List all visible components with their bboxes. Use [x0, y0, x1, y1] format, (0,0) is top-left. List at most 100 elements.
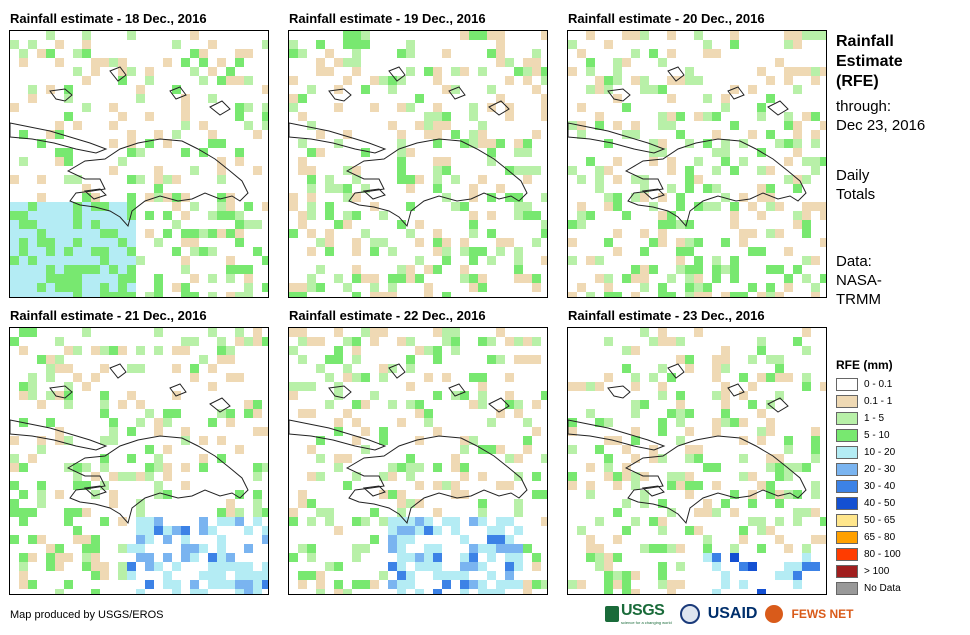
rainfall-cell [442, 238, 451, 247]
rainfall-cell [352, 40, 361, 49]
rainfall-cell [757, 247, 766, 256]
rainfall-cell [388, 490, 397, 499]
rainfall-cell [514, 553, 523, 562]
rainfall-cell [586, 256, 595, 265]
rainfall-cell [451, 328, 460, 337]
rainfall-cell [766, 130, 775, 139]
rainfall-cell [496, 58, 505, 67]
rainfall-cell [118, 544, 127, 553]
rainfall-cell [595, 76, 604, 85]
rainfall-cell [811, 202, 820, 211]
rainfall-cell [109, 103, 118, 112]
rainfall-cell [289, 346, 298, 355]
rainfall-cell [568, 445, 577, 454]
rainfall-cell [631, 373, 640, 382]
rainfall-cell [145, 517, 154, 526]
rainfall-cell [397, 274, 406, 283]
rainfall-cell [442, 580, 451, 589]
rainfall-cell [226, 508, 235, 517]
rainfall-cell [82, 238, 91, 247]
rainfall-cell [46, 211, 55, 220]
rainfall-cell [289, 508, 298, 517]
rainfall-cell [595, 85, 604, 94]
rainfall-cell [712, 202, 721, 211]
legend-label: 5 - 10 [864, 430, 890, 441]
rainfall-cell [109, 292, 118, 297]
rainfall-cell [10, 436, 19, 445]
rainfall-cell [316, 364, 325, 373]
rainfall-cell [613, 472, 622, 481]
rainfall-cell [514, 148, 523, 157]
rainfall-cell [82, 508, 91, 517]
rainfall-cell [91, 589, 100, 594]
rainfall-cell [181, 112, 190, 121]
rainfall-cell [505, 544, 514, 553]
rainfall-cell [100, 409, 109, 418]
legend-swatch [836, 463, 858, 476]
rainfall-cell [370, 337, 379, 346]
rainfall-cell [73, 220, 82, 229]
rainfall-cell [622, 103, 631, 112]
rainfall-cell [208, 571, 217, 580]
rainfall-cell [235, 148, 244, 157]
legend-label: 0 - 0.1 [864, 379, 893, 390]
rainfall-cell [784, 283, 793, 292]
rainfall-cell [28, 211, 37, 220]
rainfall-cell [451, 571, 460, 580]
rainfall-cell [145, 229, 154, 238]
rainfall-cell [262, 256, 268, 265]
rainfall-cell [46, 238, 55, 247]
rainfall-cell [334, 139, 343, 148]
rainfall-cell [766, 292, 775, 297]
rainfall-cell [163, 571, 172, 580]
rainfall-cell [802, 112, 811, 121]
rainfall-cell [91, 265, 100, 274]
rainfall-cell [208, 562, 217, 571]
legend-item: 5 - 10 [836, 427, 901, 444]
coastline [169, 86, 187, 100]
rainfall-cell [586, 382, 595, 391]
totals-line-1: Daily [836, 167, 870, 184]
rainfall-cell [253, 499, 262, 508]
rainfall-cell [352, 265, 361, 274]
rainfall-cell [811, 454, 820, 463]
rainfall-cell [19, 211, 28, 220]
rainfall-cell [73, 463, 82, 472]
rainfall-cell [469, 220, 478, 229]
rainfall-cell [109, 490, 118, 499]
rainfall-cell [478, 31, 487, 40]
rainfall-cell [622, 31, 631, 40]
rainfall-cell [388, 364, 397, 373]
rainfall-cell [55, 130, 64, 139]
rainfall-cell [388, 274, 397, 283]
rainfall-cell [289, 328, 298, 337]
rainfall-cell [694, 238, 703, 247]
rainfall-cell [235, 229, 244, 238]
rainfall-cell [235, 373, 244, 382]
rainfall-cell [397, 139, 406, 148]
rainfall-cell [712, 274, 721, 283]
rainfall-cell [316, 40, 325, 49]
rainfall-cell [109, 202, 118, 211]
rainfall-cell [451, 490, 460, 499]
rainfall-cell [496, 238, 505, 247]
rainfall-cell [235, 76, 244, 85]
rainfall-cell [568, 121, 577, 130]
rainfall-cell [469, 229, 478, 238]
rainfall-cell [433, 238, 442, 247]
rainfall-cell [613, 193, 622, 202]
rainfall-cell [406, 454, 415, 463]
rainfall-cell [775, 463, 784, 472]
rainfall-cell [235, 562, 244, 571]
rainfall-cell [694, 292, 703, 297]
rainfall-cell [784, 562, 793, 571]
rainfall-cell [604, 85, 613, 94]
rainfall-cell [424, 562, 433, 571]
rainfall-cell [775, 202, 784, 211]
rainfall-cell [577, 103, 586, 112]
rainfall-cell [802, 175, 811, 184]
rainfall-cell [127, 175, 136, 184]
rainfall-cell [397, 571, 406, 580]
rainfall-cell [478, 400, 487, 409]
rainfall-cell [73, 67, 82, 76]
